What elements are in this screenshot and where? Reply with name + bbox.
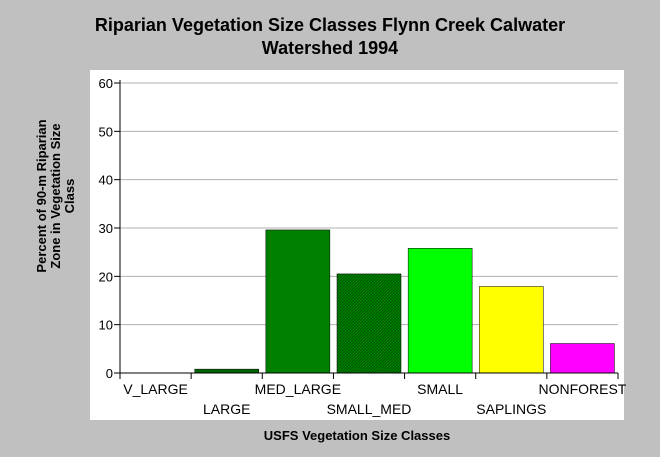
bar-saplings (479, 286, 544, 374)
x-tick-label: SAPLINGS (476, 401, 546, 417)
bar-nonforest (550, 343, 615, 374)
x-tick-label: MED_LARGE (255, 381, 341, 397)
y-tick-label: 20 (99, 269, 113, 284)
bar-small-med (336, 273, 402, 374)
x-tick-label: NONFOREST (538, 381, 626, 397)
y-tick-label: 60 (99, 76, 113, 91)
bar-large (194, 368, 259, 374)
bars (194, 229, 615, 374)
chart-title: Riparian Vegetation Size Classes Flynn C… (0, 14, 660, 60)
x-tick-label: SMALL (417, 381, 463, 397)
y-tick-label: 10 (99, 318, 113, 333)
y-tick-labels: 0 10 20 30 40 50 60 (99, 76, 113, 381)
y-tick-label: 0 (106, 366, 113, 381)
bar-small (407, 248, 473, 374)
chart-title-line-2: Watershed 1994 (261, 38, 399, 58)
y-tick-label: 30 (99, 221, 113, 236)
y-tick-label: 40 (99, 173, 113, 188)
y-tick-label: 50 (99, 124, 113, 139)
x-axis-label: USFS Vegetation Size Classes (263, 428, 451, 443)
x-tick-label: SMALL_MED (327, 401, 412, 417)
bar-med-large (265, 229, 331, 374)
axes (114, 80, 619, 379)
x-tick-label: LARGE (203, 401, 250, 417)
x-tick-label: V_LARGE (123, 381, 188, 397)
chart-title-line-1: Riparian Vegetation Size Classes Flynn C… (94, 15, 566, 35)
x-tick-labels: V_LARGE LARGE MED_LARGE SMALL_MED SMALL SAPLI… (123, 381, 627, 417)
